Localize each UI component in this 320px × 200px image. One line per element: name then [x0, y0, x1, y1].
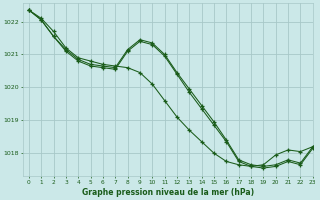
X-axis label: Graphe pression niveau de la mer (hPa): Graphe pression niveau de la mer (hPa) [82, 188, 254, 197]
